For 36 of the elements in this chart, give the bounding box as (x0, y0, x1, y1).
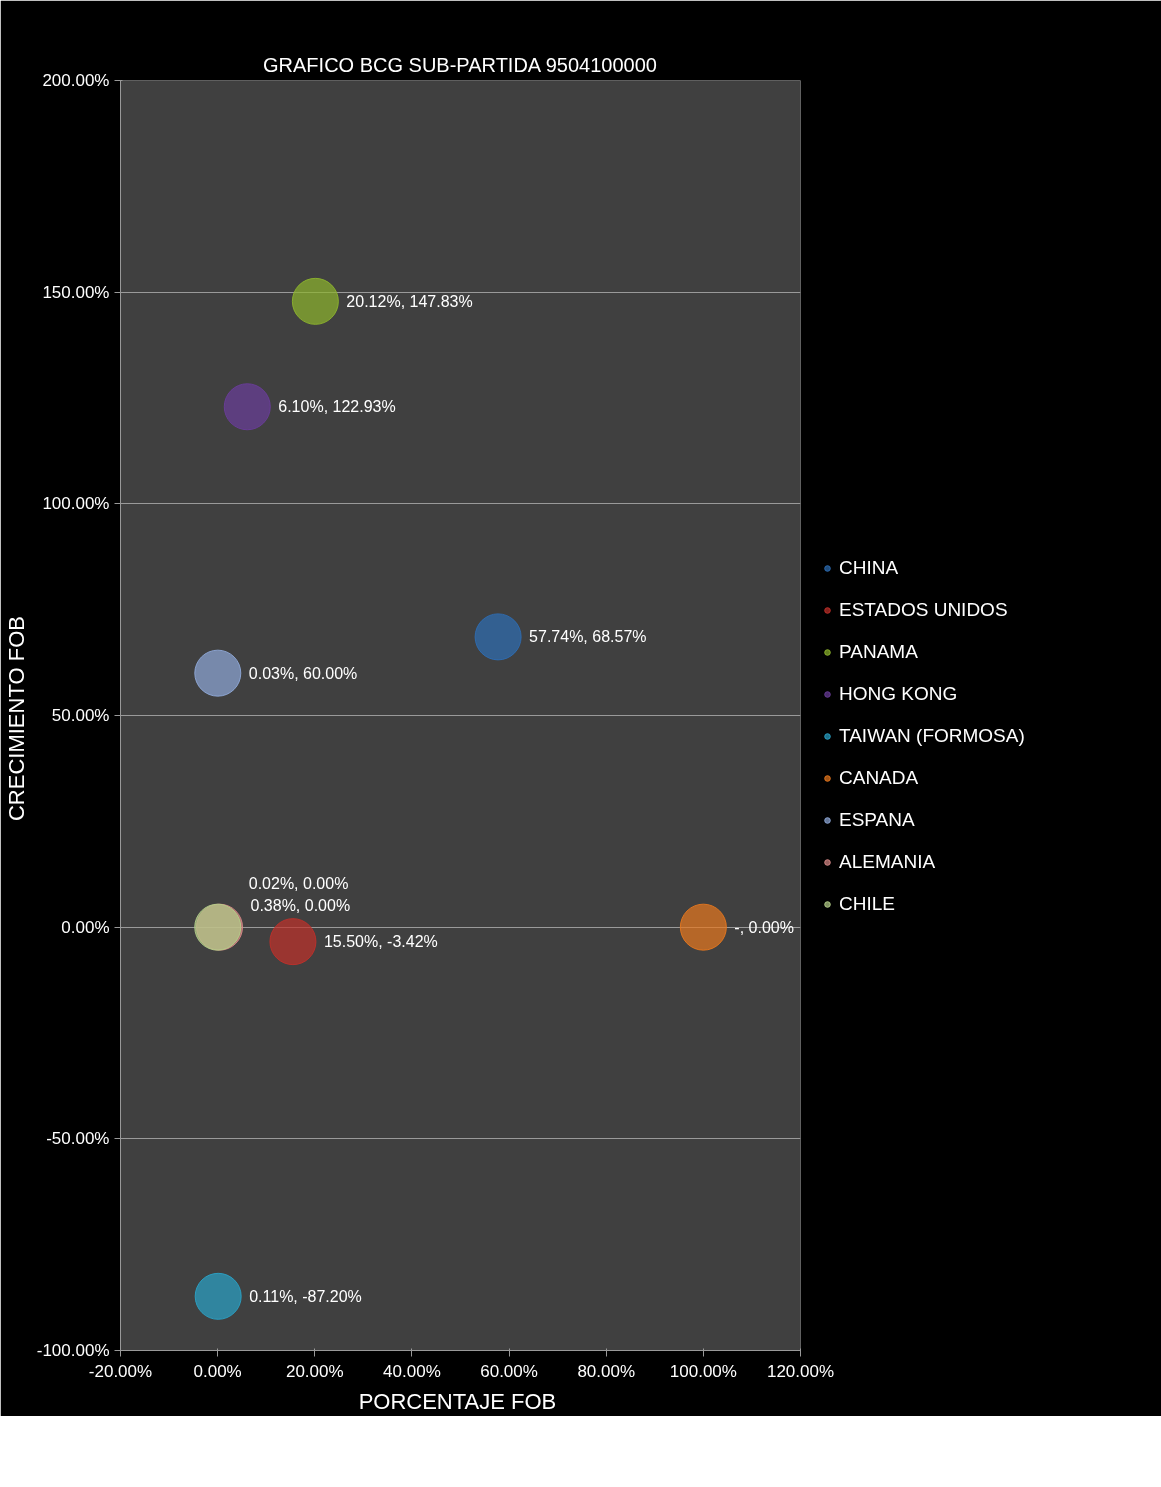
data-label: 6.10%, 122.93% (278, 398, 396, 416)
y-tick-label: -50.00% (46, 1129, 110, 1149)
y-tick-label: 150.00% (42, 282, 110, 302)
legend-label: TAIWAN (FORMOSA) (839, 725, 1025, 747)
x-tick-label: 120.00% (766, 1361, 835, 1381)
y-axis-title: CRECIMIENTO FOB (3, 616, 29, 822)
y-tick-label: 0.00% (61, 917, 110, 937)
legend-label: CHILE (839, 893, 895, 915)
y-tick-label: -100.00% (36, 1341, 110, 1360)
data-label: 0.38%, 0.00% (250, 896, 351, 914)
x-tick-label: 0.00% (193, 1361, 242, 1381)
chart-title: GRAFICO BCG SUB-PARTIDA 9504100000 (263, 53, 657, 76)
y-tick-label: 200.00% (42, 71, 110, 90)
x-tick-label: 20.00% (285, 1361, 344, 1381)
x-tick-label: -20.00% (88, 1361, 153, 1381)
legend-label: CANADA (839, 767, 919, 789)
data-label: -, 0.00% (734, 918, 794, 936)
data-label: 0.11%, -87.20% (249, 1287, 362, 1305)
x-tick-label: 40.00% (383, 1361, 441, 1381)
legend-label: CHINA (839, 557, 899, 579)
legend-label: HONG KONG (839, 683, 958, 705)
legend-label: ESPANA (839, 809, 915, 831)
x-tick-label: 100.00% (669, 1361, 737, 1381)
data-label: 57.74%, 68.57% (529, 628, 647, 646)
data-label: 15.50%, -3.42% (323, 933, 438, 951)
y-tick-label: 100.00% (42, 494, 110, 514)
x-tick-label: 80.00% (577, 1361, 636, 1381)
y-tick-label: 50.00% (51, 706, 110, 725)
legend-label: PANAMA (839, 641, 918, 663)
data-label: 0.03%, 60.00% (248, 664, 358, 682)
legend-label: ESTADOS UNIDOS (839, 599, 1008, 621)
legend-label: ALEMANIA (839, 851, 936, 873)
data-label: 0.02%, 0.00% (248, 874, 349, 892)
x-axis-title: PORCENTAJE FOB (358, 1388, 557, 1414)
data-label: 20.12%, 147.83% (346, 292, 473, 310)
x-tick-label: 60.00% (480, 1361, 538, 1381)
